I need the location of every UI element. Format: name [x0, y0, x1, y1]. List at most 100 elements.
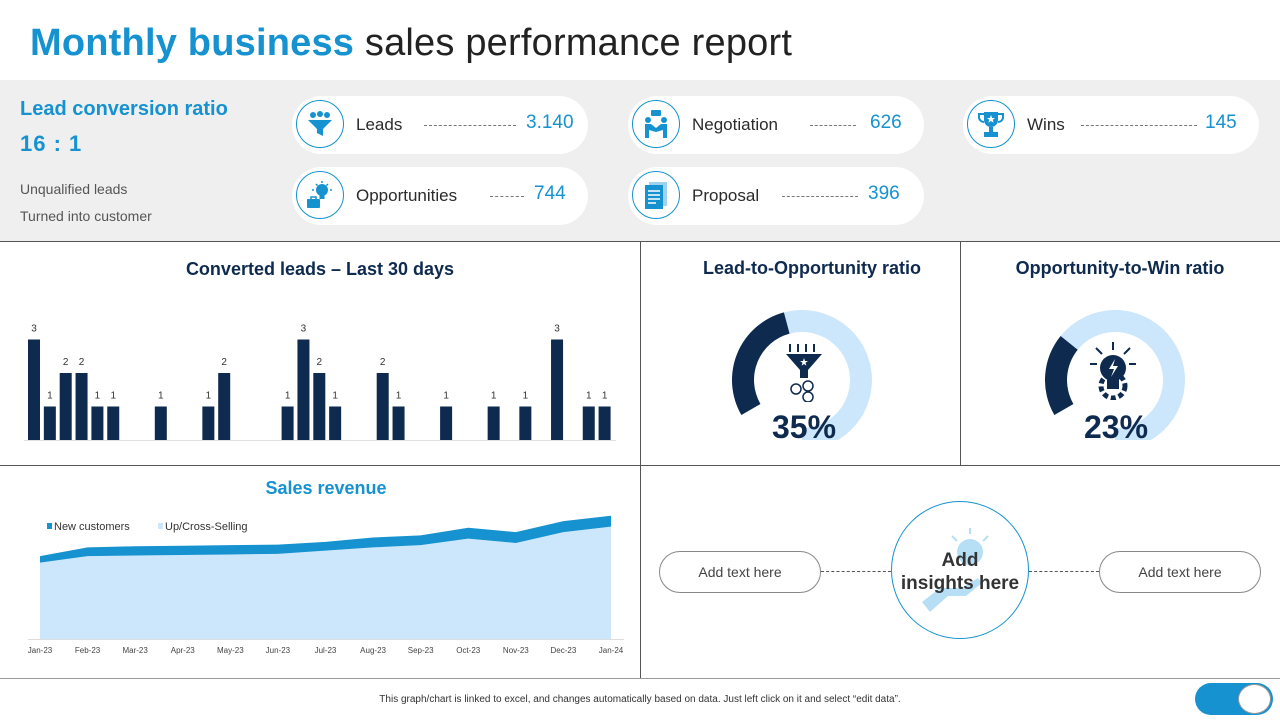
lightbulb-briefcase-icon: [296, 171, 344, 219]
bar-24: [392, 406, 405, 440]
bar-label-34: 3: [554, 324, 560, 335]
bar-label-5: 1: [95, 391, 101, 402]
bar-27: [440, 406, 453, 440]
kpi-leads-dash: [424, 125, 516, 126]
kpi-opportunities-dash: [490, 196, 524, 197]
bar-19: [313, 373, 326, 440]
lead-conversion-sub2: Turned into customer: [20, 208, 152, 224]
kpi-proposal-dash: [782, 196, 858, 197]
kpi-leads: Leads 3.140: [292, 96, 588, 154]
insight-right[interactable]: Add text here: [1099, 551, 1261, 593]
funnel-icon: [784, 344, 824, 407]
insights-circle[interactable]: [891, 501, 1029, 639]
legend-label-0: New customers: [54, 521, 130, 533]
title-rest: sales performance report: [354, 22, 793, 64]
o2w-gauge-fill: [1045, 335, 1078, 415]
legend-label-1: Up/Cross-Selling: [165, 521, 248, 533]
kpi-negotiation-label: Negotiation: [692, 115, 779, 134]
l2o-gauge: [732, 310, 872, 440]
lead-conversion-title: Lead conversion ratio: [20, 98, 228, 120]
kpi-proposal-label: Proposal: [692, 186, 760, 205]
x-tick-Jul-23: Jul-23: [315, 646, 337, 655]
bar-5: [91, 406, 104, 440]
x-tick-Oct-23: Oct-23: [456, 646, 481, 655]
o2w-gauge-track: [1045, 310, 1185, 440]
o2w-percent: 23%: [1084, 409, 1149, 445]
funnel-people-icon: [296, 100, 344, 148]
title-bold: Monthly business: [30, 22, 355, 64]
x-tick-Nov-23: Nov-23: [503, 646, 529, 655]
divider-vertical-gauges: [960, 241, 961, 465]
x-tick-Sep-23: Sep-23: [408, 646, 434, 655]
bar-label-17: 1: [285, 391, 291, 402]
kpi-negotiation-dash: [810, 125, 856, 126]
insights-text[interactable]: Add insights here: [893, 549, 1027, 595]
bar-3: [59, 373, 72, 440]
bar-label-13: 2: [221, 357, 227, 368]
bar-23: [376, 373, 389, 440]
kpi-proposal: Proposal 396: [628, 167, 924, 225]
bar-20: [329, 406, 342, 440]
bar-32: [519, 406, 532, 440]
x-tick-Apr-23: Apr-23: [171, 646, 196, 655]
kpi-negotiation: Negotiation 626: [628, 96, 924, 154]
bar-13: [218, 373, 231, 440]
bar-4: [75, 373, 88, 440]
kpi-negotiation-value: 626: [870, 112, 902, 133]
x-tick-Dec-23: Dec-23: [551, 646, 577, 655]
kpi-wins-label: Wins: [1027, 115, 1065, 134]
insights-text-line2: insights here: [900, 573, 1020, 594]
bar-1: [28, 339, 40, 440]
x-tick-Aug-23: Aug-23: [360, 646, 386, 655]
bar-label-24: 1: [396, 391, 402, 402]
bar-30: [487, 406, 500, 440]
insight-left[interactable]: Add text here: [659, 551, 821, 593]
divider-bottom: [0, 678, 1280, 679]
handshake-icon: [632, 100, 680, 148]
bar-label-2: 1: [47, 391, 53, 402]
bar-label-9: 1: [158, 391, 164, 402]
kpi-leads-value: 3.140: [526, 112, 574, 133]
lead-conversion-value: 16 : 1: [20, 131, 83, 156]
bar-label-19: 2: [317, 357, 323, 368]
bar-label-1: 3: [31, 324, 37, 335]
legend-swatch-1: [158, 523, 163, 529]
bar-label-20: 1: [332, 391, 338, 402]
bar-label-12: 1: [206, 391, 212, 402]
bar-2: [43, 406, 56, 440]
bar-label-30: 1: [491, 391, 497, 402]
x-tick-Jan-24: Jan-24: [599, 646, 624, 655]
kpi-leads-label: Leads: [356, 115, 403, 134]
kpi-opportunities: Opportunities 744: [292, 167, 588, 225]
x-tick-Jan-23: Jan-23: [28, 646, 53, 655]
lightbulb-gear-icon: [1090, 342, 1136, 405]
kpi-wins: Wins 145: [963, 96, 1259, 154]
kpi-opportunities-label: Opportunities: [356, 186, 458, 205]
bar-label-37: 1: [602, 391, 608, 402]
footnote: This graph/chart is linked to excel, and…: [379, 694, 901, 705]
connector-right: [1029, 571, 1099, 572]
kpi-wins-value: 145: [1205, 112, 1237, 133]
toggle-knob[interactable]: [1238, 684, 1271, 714]
converted-leads-title: Converted leads – Last 30 days: [185, 259, 455, 279]
x-tick-Jun-23: Jun-23: [266, 646, 291, 655]
kpi-wins-dash: [1081, 125, 1197, 126]
bar-18: [297, 339, 310, 440]
hand-lightbulb-icon: [920, 528, 1000, 623]
connector-left: [821, 571, 891, 572]
bar-17: [281, 406, 294, 440]
sales-revenue-chart: Jan-23 Feb-23 Mar-23 Apr-23 May-23 Jun-23 Jul-…: [28, 515, 624, 655]
bar-12: [202, 406, 215, 440]
bar-label-32: 1: [523, 391, 529, 402]
l2o-percent: 35%: [772, 409, 837, 445]
bar-label-23: 2: [380, 357, 386, 368]
bar-label-3: 2: [63, 357, 69, 368]
divider-vertical-main: [640, 241, 641, 678]
legend-swatch-0: [47, 523, 52, 529]
x-tick-May-23: May-23: [217, 646, 244, 655]
insights-text-line1: Add: [941, 550, 979, 571]
bar-label-18: 3: [301, 324, 307, 335]
bar-label-27: 1: [443, 391, 449, 402]
l2o-title: Lead-to-Opportunity ratio: [703, 258, 921, 278]
